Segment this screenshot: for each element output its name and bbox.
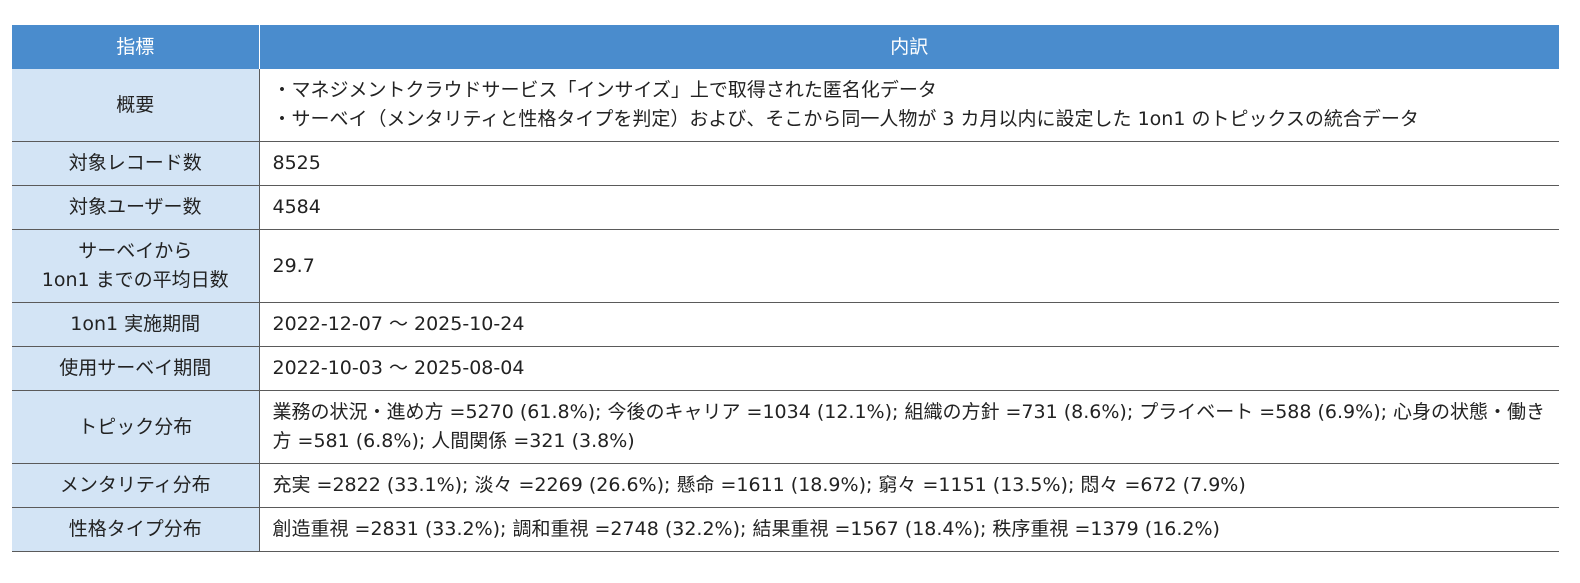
row-value: 2022-10-03 ～ 2025-08-04 xyxy=(259,346,1559,391)
summary-table: 指標 内訳 概要 ・マネジメントクラウドサービス「インサイズ」上で取得された匿名… xyxy=(12,25,1559,552)
row-label-line-2: 1on1 までの平均日数 xyxy=(41,269,229,291)
row-value: 2022-12-07 ～ 2025-10-24 xyxy=(259,302,1559,347)
table-row-personality-distribution: 性格タイプ分布 創造重視 =2831 (33.2%); 調和重視 =2748 (… xyxy=(12,507,1559,552)
header-detail: 内訳 xyxy=(259,25,1559,69)
overview-line-1: ・マネジメントクラウドサービス「インサイズ」上で取得された匿名化データ xyxy=(272,79,937,101)
row-label: メンタリティ分布 xyxy=(12,463,260,508)
row-value: 充実 =2822 (33.1%); 淡々 =2269 (26.6%); 懸命 =… xyxy=(259,463,1559,508)
header-row: 指標 内訳 xyxy=(12,25,1559,69)
row-value: ・マネジメントクラウドサービス「インサイズ」上で取得された匿名化データ ・サーベ… xyxy=(259,69,1559,142)
table-row-overview: 概要 ・マネジメントクラウドサービス「インサイズ」上で取得された匿名化データ ・… xyxy=(12,69,1559,142)
row-label: 対象レコード数 xyxy=(12,141,260,186)
row-value: 8525 xyxy=(259,141,1559,186)
row-label: 性格タイプ分布 xyxy=(12,507,260,552)
row-label: 使用サーベイ期間 xyxy=(12,346,260,391)
row-value: 創造重視 =2831 (33.2%); 調和重視 =2748 (32.2%); … xyxy=(259,507,1559,552)
row-label: 対象ユーザー数 xyxy=(12,185,260,230)
row-label-line-1: サーベイから xyxy=(78,240,193,262)
table-row-mentality-distribution: メンタリティ分布 充実 =2822 (33.1%); 淡々 =2269 (26.… xyxy=(12,463,1559,508)
row-value: 業務の状況・進め方 =5270 (61.8%); 今後のキャリア =1034 (… xyxy=(259,390,1559,464)
row-label: トピック分布 xyxy=(12,390,260,464)
table-row-topic-distribution: トピック分布 業務の状況・進め方 =5270 (61.8%); 今後のキャリア … xyxy=(12,390,1559,464)
row-label: 概要 xyxy=(12,69,260,142)
table-row-average-days: サーベイから 1on1 までの平均日数 29.7 xyxy=(12,229,1559,303)
table-row-user-count: 対象ユーザー数 4584 xyxy=(12,185,1559,230)
row-label: サーベイから 1on1 までの平均日数 xyxy=(12,229,260,303)
row-value: 4584 xyxy=(259,185,1559,230)
row-label: 1on1 実施期間 xyxy=(12,302,260,347)
header-label: 指標 xyxy=(12,25,260,69)
overview-line-2: ・サーベイ（メンタリティと性格タイプを判定）および、そこから同一人物が 3 カ月… xyxy=(272,108,1419,130)
topic-distribution-text: 業務の状況・進め方 =5270 (61.8%); 今後のキャリア =1034 (… xyxy=(272,401,1546,452)
table-row-survey-period: 使用サーベイ期間 2022-10-03 ～ 2025-08-04 xyxy=(12,346,1559,391)
row-value: 29.7 xyxy=(259,229,1559,303)
table-row-1on1-period: 1on1 実施期間 2022-12-07 ～ 2025-10-24 xyxy=(12,302,1559,347)
table-row-record-count: 対象レコード数 8525 xyxy=(12,141,1559,186)
